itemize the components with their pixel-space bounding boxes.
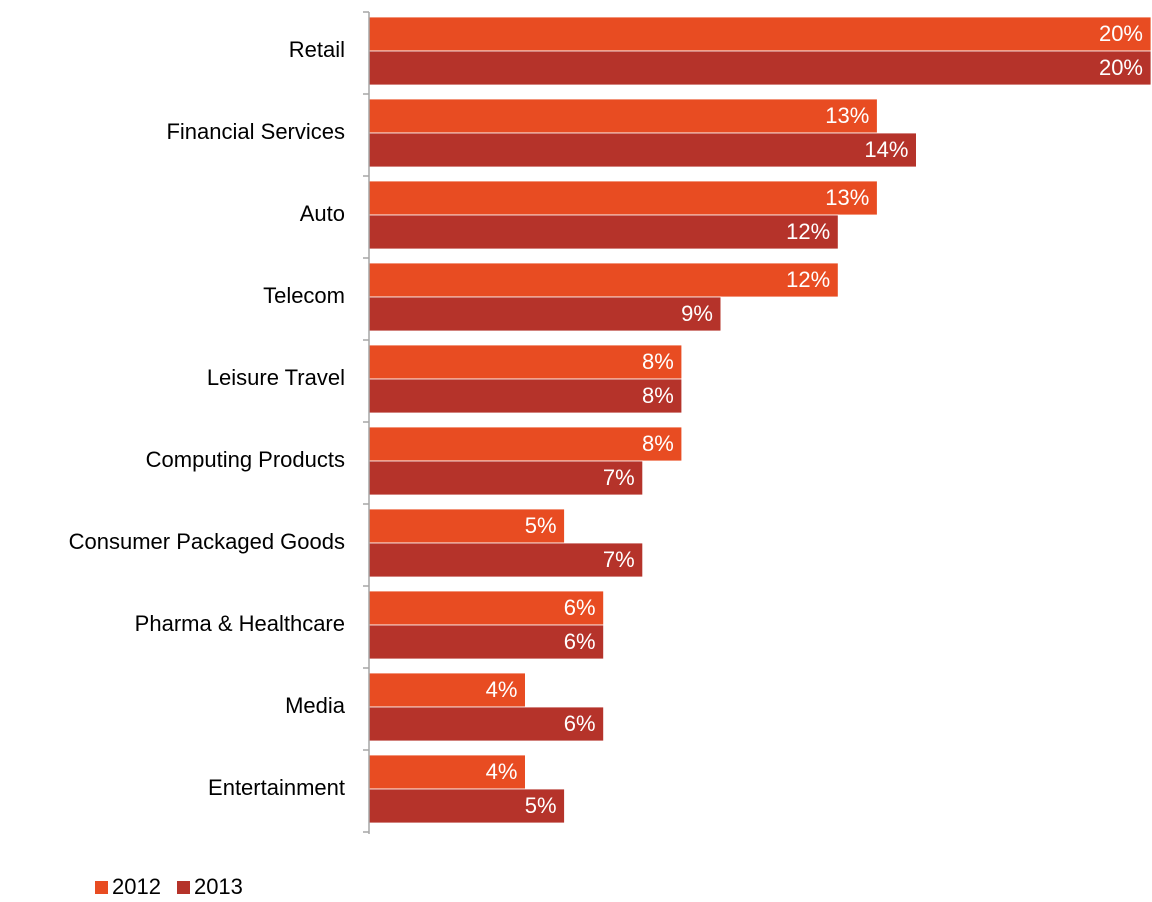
data-label: 4% — [486, 677, 518, 702]
data-label: 12% — [786, 267, 830, 292]
data-label: 14% — [864, 137, 908, 162]
data-label: 6% — [564, 629, 596, 654]
bar-2013 — [368, 788, 565, 824]
data-label: 13% — [825, 185, 869, 210]
bar-2012 — [368, 344, 683, 380]
bar-2013 — [368, 214, 839, 250]
data-label: 5% — [525, 793, 557, 818]
data-label: 20% — [1099, 55, 1143, 80]
data-label: 7% — [603, 465, 635, 490]
legend-swatch-2013 — [176, 880, 190, 894]
bar-2013 — [368, 460, 644, 496]
data-label: 20% — [1099, 21, 1143, 46]
bar-2013 — [368, 624, 605, 660]
legend: 2012 2013 — [95, 874, 259, 900]
bar-2012 — [368, 426, 683, 462]
bar-2012 — [368, 754, 526, 790]
category-label: Auto — [300, 201, 345, 226]
bar-2013 — [368, 706, 605, 742]
bar-2013 — [368, 50, 1152, 86]
legend-swatch-2012 — [95, 880, 108, 894]
category-label: Pharma & Healthcare — [135, 611, 345, 636]
bar-2013 — [368, 542, 644, 578]
bar-2013 — [368, 378, 683, 414]
bar-2012 — [368, 590, 605, 626]
category-label: Media — [285, 693, 346, 718]
data-label: 9% — [681, 301, 713, 326]
legend-item-2013: 2013 — [176, 874, 243, 900]
data-label: 4% — [486, 759, 518, 784]
bar-2012 — [368, 262, 839, 298]
data-label: 8% — [642, 383, 674, 408]
category-label: Computing Products — [146, 447, 345, 472]
legend-item-2012: 2012 — [95, 874, 161, 900]
bar-2012 — [368, 508, 565, 544]
category-label: Financial Services — [166, 119, 345, 144]
category-label: Entertainment — [208, 775, 345, 800]
bar-2013 — [368, 296, 722, 332]
data-label: 6% — [564, 595, 596, 620]
bar-2013 — [368, 132, 917, 168]
bar-2012 — [368, 98, 878, 134]
data-label: 8% — [642, 431, 674, 456]
data-label: 6% — [564, 711, 596, 736]
data-label: 12% — [786, 219, 830, 244]
data-label: 8% — [642, 349, 674, 374]
data-label: 13% — [825, 103, 869, 128]
category-label: Consumer Packaged Goods — [69, 529, 345, 554]
category-label: Retail — [289, 37, 345, 62]
legend-label-2012: 2012 — [112, 874, 161, 899]
bar-2012 — [368, 672, 526, 708]
category-label: Leisure Travel — [207, 365, 345, 390]
data-label: 7% — [603, 547, 635, 572]
bar-chart: Retail 20% 20% Financial Services 13% 14% Auto… — [69, 11, 1152, 834]
data-label: 5% — [525, 513, 557, 538]
category-label: Telecom — [263, 283, 345, 308]
bar-2012 — [368, 16, 1152, 52]
bar-2012 — [368, 180, 878, 216]
legend-label-2013: 2013 — [193, 874, 243, 899]
